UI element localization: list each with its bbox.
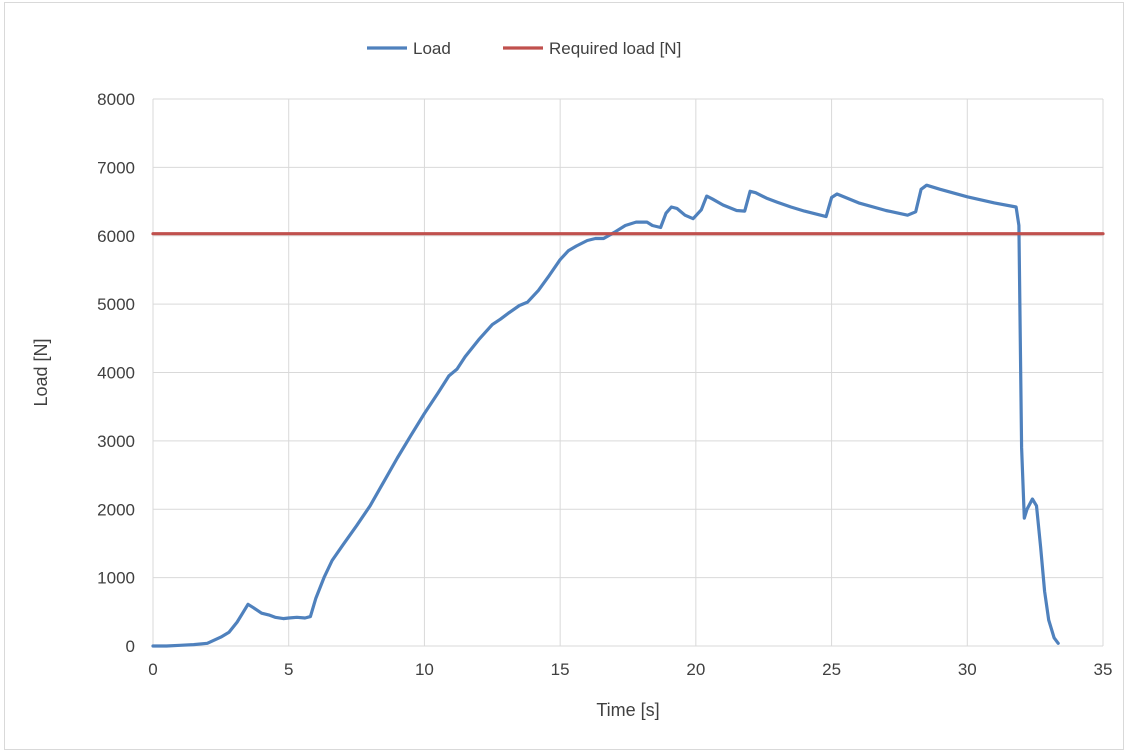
- gridlines: [153, 98, 1104, 646]
- legend: Load Required load [N]: [367, 39, 681, 58]
- x-tick-label: 20: [686, 660, 705, 679]
- series-lines: [151, 183, 1105, 648]
- chart-area: 0 5 10 15 20 25 30 35 0 1000 2000 3000 4000 5000 6000 7…: [4, 2, 1124, 750]
- y-tick-label: 5000: [97, 295, 135, 314]
- x-tick-label: 5: [284, 660, 293, 679]
- y-tick-label: 7000: [97, 158, 135, 177]
- x-axis-title: Time [s]: [596, 700, 659, 720]
- y-tick-label: 6000: [97, 227, 135, 246]
- y-tick-label: 1000: [97, 569, 135, 588]
- y-axis-title: Load [N]: [31, 338, 51, 406]
- y-tick-label: 0: [126, 637, 135, 656]
- x-tick-label: 35: [1094, 660, 1113, 679]
- x-tick-label: 10: [415, 660, 434, 679]
- x-tick-label: 0: [148, 660, 157, 679]
- y-tick-label: 8000: [97, 90, 135, 109]
- y-tick-label: 3000: [97, 432, 135, 451]
- x-tick-label: 15: [551, 660, 570, 679]
- y-tick-label: 4000: [97, 364, 135, 383]
- legend-load-label: Load: [413, 39, 451, 58]
- x-tick-label: 30: [958, 660, 977, 679]
- line-chart: 0 5 10 15 20 25 30 35 0 1000 2000 3000 4000 5000 6000 7…: [31, 39, 1112, 720]
- legend-required-load-label: Required load [N]: [549, 39, 681, 58]
- y-tick-label: 2000: [97, 500, 135, 519]
- x-tick-label: 25: [822, 660, 841, 679]
- axes: 0 5 10 15 20 25 30 35 0 1000 2000 3000 4000 5000 6000 7…: [97, 90, 1112, 679]
